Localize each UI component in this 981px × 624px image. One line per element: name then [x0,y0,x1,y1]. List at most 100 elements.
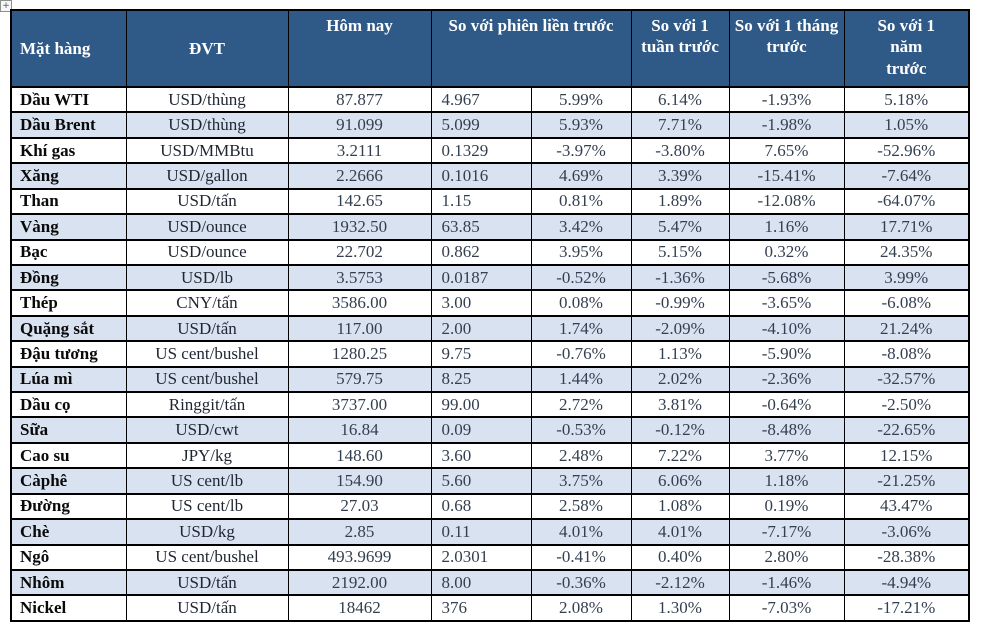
cell-month: -5.68% [728,263,845,292]
cell-month: 1.16% [728,213,845,241]
cell-month: -3.65% [728,289,845,317]
cell-month: -12.08% [728,187,845,216]
cell-name: Vàng [10,213,127,241]
cell-change: 0.0187 [430,263,532,292]
cell-unit: USD/ounce [125,213,289,241]
cell-week: 3.81% [630,391,730,419]
cell-change_pct: 2.08% [530,594,632,622]
cell-year: -3.06% [843,518,970,546]
cell-change: 99.00 [430,391,532,419]
cell-name: Bạc [10,238,127,266]
cell-name: Cao su [10,441,127,470]
col-header-today: Hôm nay [287,9,432,88]
cell-change: 3.60 [430,441,532,470]
cell-change: 2.0301 [430,543,532,572]
cell-change_pct: 1.74% [530,314,632,343]
cell-change_pct: -0.41% [530,543,632,572]
table-row: Dầu cọ Ringgit/tấn 3737.00 99.00 2.72% 3.81% -… [10,391,970,419]
cell-today: 154.90 [287,467,432,495]
cell-today: 148.60 [287,441,432,470]
cell-today: 3.2111 [287,136,432,165]
cell-change: 5.099 [430,111,532,139]
cell-year: -8.08% [843,340,970,368]
cell-name: Than [10,187,127,216]
cell-unit: USD/lb [125,263,289,292]
cell-week: 7.22% [630,441,730,470]
cell-change_pct: -0.53% [530,416,632,444]
cell-change: 0.09 [430,416,532,444]
cell-today: 2.2666 [287,162,432,190]
cell-name: Đậu tương [10,340,127,368]
cell-month: 0.32% [728,238,845,266]
cell-today: 22.702 [287,238,432,266]
cell-today: 142.65 [287,187,432,216]
cell-week: 0.40% [630,543,730,572]
cell-week: 1.89% [630,187,730,216]
cell-today: 2192.00 [287,568,432,597]
cell-change_pct: 5.99% [530,85,632,114]
cell-change: 8.25 [430,365,532,394]
cell-unit: USD/tấn [125,594,289,622]
cell-today: 1932.50 [287,213,432,241]
cell-week: 5.47% [630,213,730,241]
cell-name: Xăng [10,162,127,190]
cell-name: Đồng [10,263,127,292]
table-row: Dầu WTI USD/thùng 87.877 4.967 5.99% 6.14% -1.… [10,85,970,114]
cell-change_pct: 0.08% [530,289,632,317]
cell-change: 0.1016 [430,162,532,190]
cell-change: 5.60 [430,467,532,495]
cell-today: 87.877 [287,85,432,114]
table-row: Cao su JPY/kg 148.60 3.60 2.48% 7.22% 3.77% 12.… [10,441,970,470]
cell-week: 1.30% [630,594,730,622]
cell-unit: US cent/bushel [125,365,289,394]
cell-month: -8.48% [728,416,845,444]
cell-unit: US cent/lb [125,467,289,495]
cell-unit: US cent/lb [125,492,289,521]
cell-month: 7.65% [728,136,845,165]
cell-today: 3737.00 [287,391,432,419]
cell-week: -2.12% [630,568,730,597]
cell-change: 63.85 [430,213,532,241]
cell-month: -1.46% [728,568,845,597]
cell-change_pct: 1.44% [530,365,632,394]
cell-change_pct: -0.52% [530,263,632,292]
table-row: Vàng USD/ounce 1932.50 63.85 3.42% 5.47% 1.16%… [10,213,970,241]
table-move-handle[interactable]: + [0,0,12,12]
table-row: Nhôm USD/tấn 2192.00 8.00 -0.36% -2.12% -1.46%… [10,568,970,597]
cell-unit: USD/thùng [125,85,289,114]
cell-change_pct: 3.75% [530,467,632,495]
cell-month: 0.19% [728,492,845,521]
table-row: Thép CNY/tấn 3586.00 3.00 0.08% -0.99% -3.65% -… [10,289,970,317]
cell-month: -15.41% [728,162,845,190]
cell-year: 21.24% [843,314,970,343]
table-row: Sữa USD/cwt 16.84 0.09 -0.53% -0.12% -8.48% -22… [10,416,970,444]
cell-change: 1.15 [430,187,532,216]
cell-week: 5.15% [630,238,730,266]
cell-name: Ngô [10,543,127,572]
cell-year: -4.94% [843,568,970,597]
cell-name: Khí gas [10,136,127,165]
cell-unit: US cent/bushel [125,543,289,572]
table-row: Bạc USD/ounce 22.702 0.862 3.95% 5.15% 0.32% 24… [10,238,970,266]
cell-month: 1.18% [728,467,845,495]
cell-year: 12.15% [843,441,970,470]
cell-unit: JPY/kg [125,441,289,470]
cell-unit: USD/thùng [125,111,289,139]
cell-change_pct: -3.97% [530,136,632,165]
col-header-vs-prev-session: So với phiên liền trước [430,9,632,88]
cell-change: 376 [430,594,532,622]
cell-week: -3.80% [630,136,730,165]
cell-week: 6.14% [630,85,730,114]
cell-week: 1.08% [630,492,730,521]
cell-year: -7.64% [843,162,970,190]
cell-month: -0.64% [728,391,845,419]
cell-change_pct: 3.42% [530,213,632,241]
cell-month: -7.03% [728,594,845,622]
cell-week: 1.13% [630,340,730,368]
cell-year: -52.96% [843,136,970,165]
cell-week: -0.99% [630,289,730,317]
cell-name: Đường [10,492,127,521]
cell-today: 3.5753 [287,263,432,292]
cell-name: Chè [10,518,127,546]
cell-change_pct: 2.58% [530,492,632,521]
